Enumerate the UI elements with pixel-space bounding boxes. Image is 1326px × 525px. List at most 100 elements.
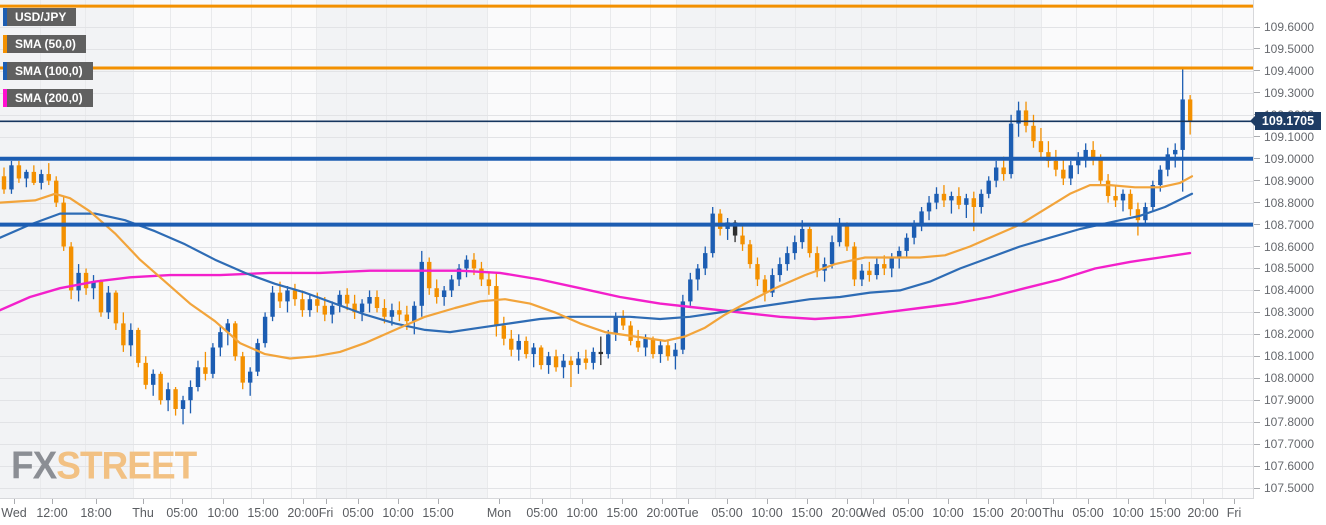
legend-item-sma200[interactable]: SMA (200,0) xyxy=(3,89,93,107)
y-axis-label: 109.4000 xyxy=(1264,63,1315,78)
candle-body xyxy=(576,358,581,366)
legend-label-symbol: USD/JPY xyxy=(7,8,77,26)
x-axis-tick xyxy=(1234,499,1235,504)
candle-body xyxy=(419,261,424,306)
candle-body xyxy=(546,356,551,366)
candle-body xyxy=(412,305,417,322)
x-axis-tick xyxy=(52,499,53,504)
candle-body xyxy=(934,193,939,203)
candle-body xyxy=(524,340,529,355)
candle-body xyxy=(867,270,872,276)
y-axis-label: 107.9000 xyxy=(1264,393,1315,408)
candle-body xyxy=(792,242,797,254)
candle-body xyxy=(240,356,245,383)
candle-body xyxy=(538,347,544,366)
candle-body xyxy=(218,332,223,348)
candle-body xyxy=(770,275,775,293)
candle-body xyxy=(367,297,372,304)
candle-body xyxy=(1120,193,1126,201)
candle-body xyxy=(285,290,290,302)
y-axis-tick xyxy=(1254,180,1260,182)
legend-label-sma50: SMA (50,0) xyxy=(7,35,86,53)
legend-color-bar-sma50 xyxy=(3,35,7,53)
x-axis-label: Fri xyxy=(318,506,334,520)
y-axis-label: 107.5000 xyxy=(1264,481,1315,495)
x-axis-label: 10:00 xyxy=(566,506,598,520)
x-axis-tick xyxy=(398,499,399,504)
y-axis-tick xyxy=(1254,465,1260,467)
y-axis-tick xyxy=(1254,289,1260,291)
current-price-tag: 109.1705 xyxy=(1250,112,1321,131)
legend-item-sma100[interactable]: SMA (100,0) xyxy=(3,62,93,80)
candle-body xyxy=(389,310,395,317)
candle-body xyxy=(1083,149,1088,159)
candle-body xyxy=(374,297,380,308)
candle-body xyxy=(747,244,753,265)
x-axis-tick xyxy=(1165,499,1166,504)
candle-body xyxy=(844,224,850,247)
candle-body xyxy=(292,290,298,300)
fxstreet-logo-fx: FX xyxy=(11,444,57,488)
candle-body xyxy=(949,196,954,201)
time-axis[interactable]: Wed 12:00 18:00 Thu 05:00 10:00 15:00 20:00 Fri 0… xyxy=(0,499,1326,525)
y-axis-tick xyxy=(1254,333,1260,335)
candle-body xyxy=(964,198,969,205)
x-axis-label: 15:00 xyxy=(247,506,279,520)
candle-body xyxy=(68,246,74,291)
x-axis-label: Thu xyxy=(1042,506,1064,520)
candle-body xyxy=(1173,149,1178,155)
candle-body xyxy=(1105,180,1111,197)
legend-item-sma50[interactable]: SMA (50,0) xyxy=(3,35,93,53)
candle-body xyxy=(16,165,22,179)
candle-body xyxy=(658,345,663,355)
candle-body xyxy=(501,325,507,339)
legend: USD/JPY SMA (50,0) SMA (100,0) SMA (200,… xyxy=(3,8,93,116)
candle-body xyxy=(315,299,320,306)
candle-body xyxy=(1038,141,1044,153)
candle-body xyxy=(837,224,842,243)
candle-body xyxy=(464,259,469,269)
candle-body xyxy=(553,356,559,368)
candle-body xyxy=(859,270,865,280)
candle-body xyxy=(188,387,193,401)
candle-body xyxy=(531,347,536,355)
candle-body xyxy=(270,292,275,317)
fxstreet-logo: FXSTREET xyxy=(11,444,197,488)
candle-body xyxy=(91,281,96,289)
candle-body xyxy=(598,351,603,355)
candle-body xyxy=(1068,165,1073,179)
legend-color-bar-sma200 xyxy=(3,89,7,107)
candlestick-chart-canvas[interactable] xyxy=(0,0,1253,500)
candle-body xyxy=(330,305,335,315)
y-axis-tick xyxy=(1254,487,1260,489)
candlestick-chart-area[interactable] xyxy=(0,0,1253,500)
candle-body xyxy=(352,303,357,313)
x-axis-tick xyxy=(873,499,874,504)
x-axis-tick xyxy=(1128,499,1129,504)
candle-body xyxy=(255,343,260,372)
x-axis-tick xyxy=(499,499,500,504)
candle-body xyxy=(904,237,909,251)
sma-200-line xyxy=(0,251,1192,321)
candle-body xyxy=(1,176,7,190)
y-axis-label: 107.6000 xyxy=(1264,459,1315,474)
candle-body xyxy=(1076,158,1081,166)
y-axis-label: 109.0000 xyxy=(1264,151,1315,166)
x-axis-label: Mon xyxy=(486,506,512,520)
candle-body xyxy=(449,279,454,291)
candle-body xyxy=(128,329,134,346)
candle-body xyxy=(106,292,111,313)
price-axis[interactable]: 109.6000109.5000109.4000109.3000109.2000… xyxy=(1254,0,1326,500)
candle-body xyxy=(680,301,686,350)
candle-body xyxy=(427,261,432,289)
session-band xyxy=(1041,0,1253,498)
legend-item-symbol[interactable]: USD/JPY xyxy=(3,8,93,26)
y-axis-tick xyxy=(1254,377,1260,379)
candle-body xyxy=(24,171,29,179)
candle-body xyxy=(979,193,984,208)
candle-body xyxy=(121,323,126,346)
legend-label-sma200: SMA (200,0) xyxy=(7,89,93,107)
candle-body xyxy=(1031,125,1036,142)
y-axis-label: 108.4000 xyxy=(1264,283,1315,298)
candle-body xyxy=(800,228,805,243)
